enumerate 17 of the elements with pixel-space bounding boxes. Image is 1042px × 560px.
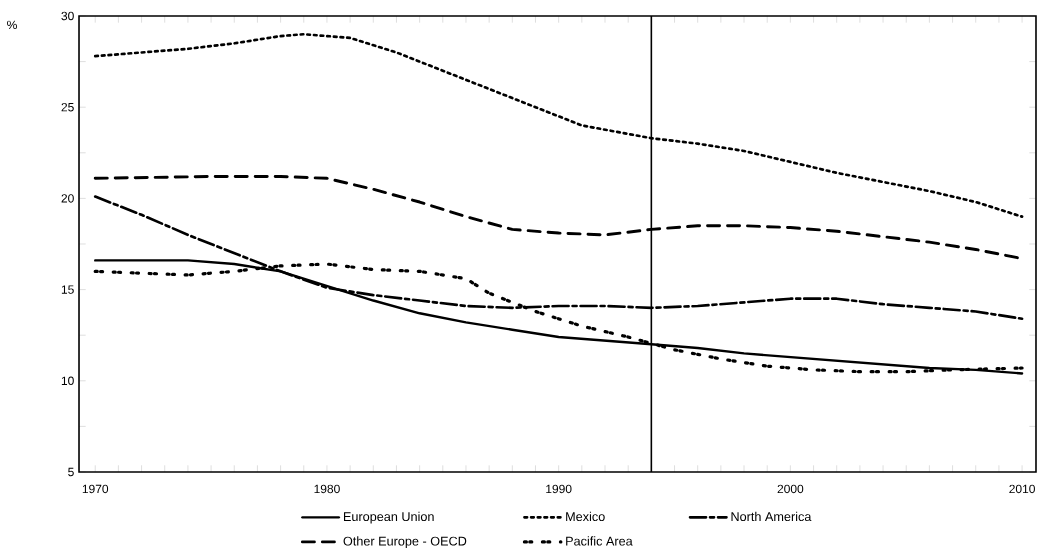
legend-label: European Union	[343, 511, 434, 524]
x-tick-label: 1970	[82, 484, 109, 494]
y-tick-label: 20	[61, 194, 74, 203]
y-tick-label: 10	[61, 376, 74, 386]
x-tick-label: 2010	[1009, 484, 1035, 494]
x-tick-label: 2000	[777, 484, 804, 494]
legend-label: Mexico	[566, 511, 605, 522]
y-axis-title: %	[7, 20, 17, 30]
legend-label: Pacific Area	[566, 536, 633, 546]
y-tick-label: 25	[61, 102, 74, 112]
y-tick-label: 30	[61, 11, 74, 21]
legend-label: North America	[731, 511, 812, 522]
legend-label: Other Europe - OECD	[343, 536, 467, 549]
y-tick-label: 5	[68, 467, 74, 477]
x-tick-label: 1980	[314, 484, 340, 494]
x-tick-label: 1990	[546, 484, 572, 494]
y-tick-label: 15	[61, 285, 74, 294]
